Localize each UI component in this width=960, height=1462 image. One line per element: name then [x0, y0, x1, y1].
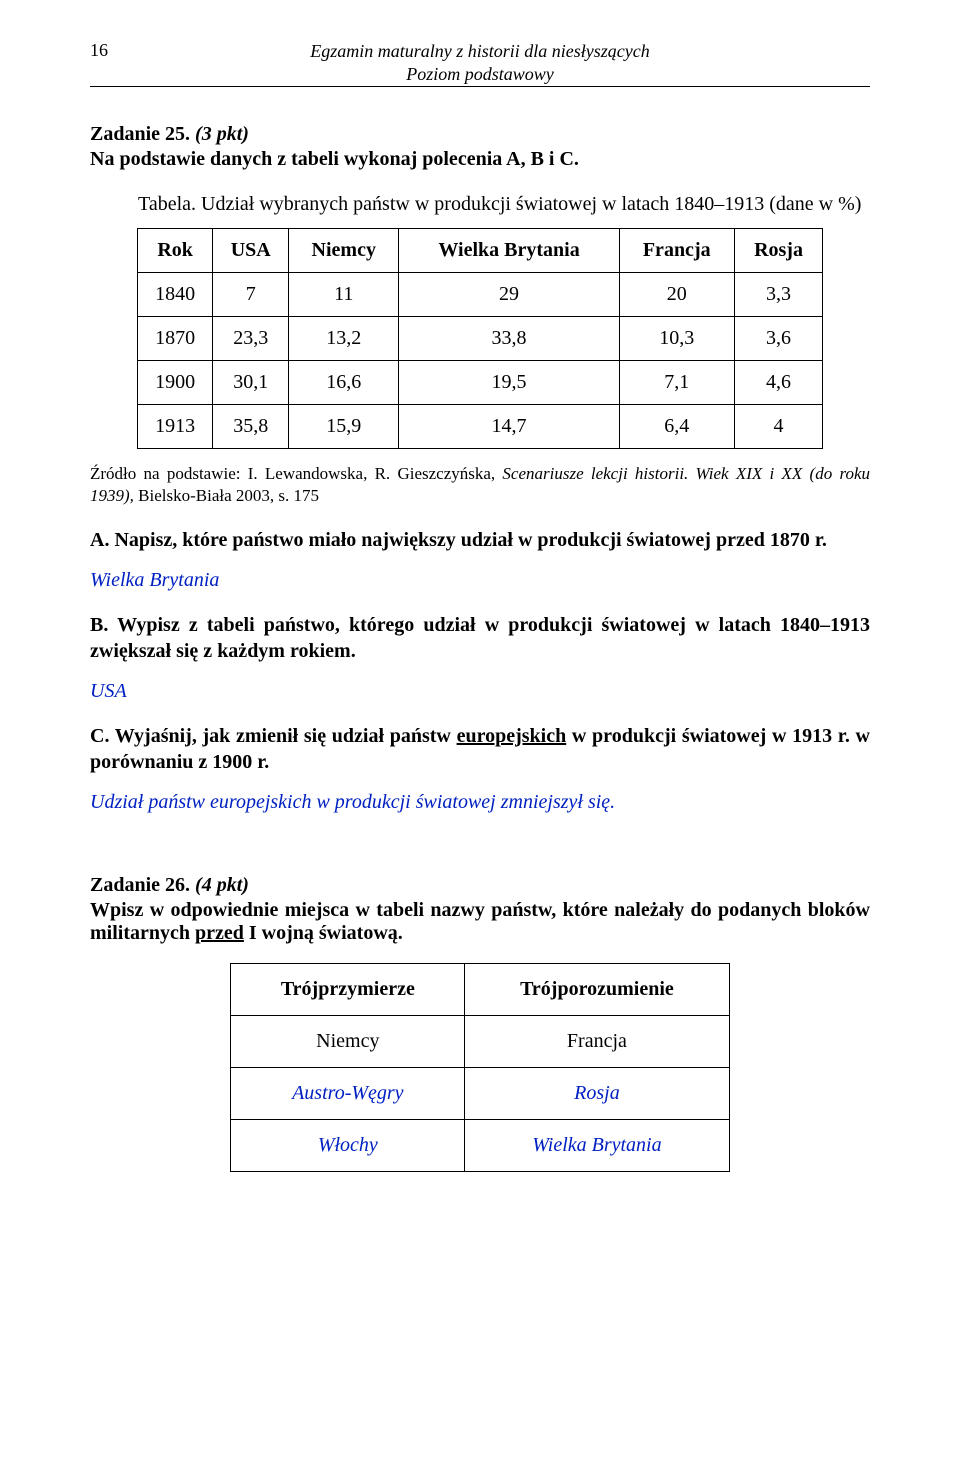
cell: 13,2 [289, 317, 399, 361]
col-header: Rosja [734, 229, 822, 273]
task25-question-c: C. Wyjaśnij, jak zmienił się udział pańs… [90, 723, 870, 775]
qc-before: C. Wyjaśnij, jak zmienił się udział pańs… [90, 725, 457, 747]
task25-points: (3 pkt) [195, 123, 249, 145]
cell: 20 [619, 273, 734, 317]
task25-source: Źródło na podstawie: I. Lewandowska, R. … [90, 463, 870, 507]
header-line1: Egzamin maturalny z historii dla niesłys… [310, 41, 649, 61]
pair-row: Austro-Węgry Rosja [231, 1068, 729, 1120]
task25-data-table: Rok USA Niemcy Wielka Brytania Francja R… [137, 228, 823, 449]
task26-title-prefix: Zadanie 26. [90, 874, 190, 896]
table-row: 1913 35,8 15,9 14,7 6,4 4 [137, 405, 822, 449]
cell: 19,5 [399, 361, 619, 405]
page-number: 16 [90, 40, 130, 61]
pair-cell: Rosja [465, 1068, 729, 1120]
cell: 1840 [137, 273, 213, 317]
table-row: 1870 23,3 13,2 33,8 10,3 3,6 [137, 317, 822, 361]
task26-instruction: Wpisz w odpowiednie miejsca w tabeli naz… [90, 899, 870, 945]
cell: 6,4 [619, 405, 734, 449]
source-text: Bielsko-Biała 2003, s. 175 [134, 486, 319, 505]
cell: 23,3 [213, 317, 289, 361]
cell: 10,3 [619, 317, 734, 361]
pair-cell: Niemcy [231, 1016, 465, 1068]
task26-title: Zadanie 26. (4 pkt) [90, 874, 870, 897]
cell: 4,6 [734, 361, 822, 405]
cell: 3,6 [734, 317, 822, 361]
col-header: Rok [137, 229, 213, 273]
col-header: USA [213, 229, 289, 273]
cell: 14,7 [399, 405, 619, 449]
instr-after: I wojną światową. [244, 922, 403, 944]
header-title: Egzamin maturalny z historii dla niesłys… [130, 40, 830, 85]
col-header: Wielka Brytania [399, 229, 619, 273]
table-header-row: Rok USA Niemcy Wielka Brytania Francja R… [137, 229, 822, 273]
cell: 33,8 [399, 317, 619, 361]
pair-header: Trójprzymierze [231, 964, 465, 1016]
table-row: 1900 30,1 16,6 19,5 7,1 4,6 [137, 361, 822, 405]
cell: 16,6 [289, 361, 399, 405]
pair-header-row: Trójprzymierze Trójporozumienie [231, 964, 729, 1016]
cell: 30,1 [213, 361, 289, 405]
cell: 1913 [137, 405, 213, 449]
task25-answer-b: USA [90, 680, 870, 703]
page-header: 16 Egzamin maturalny z historii dla nies… [90, 40, 870, 87]
cell: 4 [734, 405, 822, 449]
pair-cell: Francja [465, 1016, 729, 1068]
task25-question-b: B. Wypisz z tabeli państwo, którego udzi… [90, 612, 870, 664]
task25-answer-a: Wielka Brytania [90, 569, 870, 592]
cell: 1870 [137, 317, 213, 361]
col-header: Francja [619, 229, 734, 273]
instr-under: przed [195, 922, 244, 944]
cell: 1900 [137, 361, 213, 405]
pair-cell: Włochy [231, 1120, 465, 1172]
task25-question-a: A. Napisz, które państwo miało największ… [90, 527, 870, 553]
task26-points: (4 pkt) [195, 874, 249, 896]
col-header: Niemcy [289, 229, 399, 273]
task25-title: Zadanie 25. (3 pkt) [90, 123, 870, 146]
pair-row: Niemcy Francja [231, 1016, 729, 1068]
cell: 15,9 [289, 405, 399, 449]
page: 16 Egzamin maturalny z historii dla nies… [0, 0, 960, 1232]
cell: 7 [213, 273, 289, 317]
task25-title-prefix: Zadanie 25. [90, 123, 190, 145]
task25-instruction: Na podstawie danych z tabeli wykonaj pol… [90, 148, 870, 171]
cell: 35,8 [213, 405, 289, 449]
pair-row: Włochy Wielka Brytania [231, 1120, 729, 1172]
header-line2: Poziom podstawowy [406, 64, 554, 84]
cell: 29 [399, 273, 619, 317]
task25-answer-c: Udział państw europejskich w produkcji ś… [90, 791, 870, 814]
pair-cell: Wielka Brytania [465, 1120, 729, 1172]
source-text: Źródło na podstawie: I. Lewandowska, R. … [90, 464, 502, 483]
pair-header: Trójporozumienie [465, 964, 729, 1016]
cell: 11 [289, 273, 399, 317]
task26-pair-table: Trójprzymierze Trójporozumienie Niemcy F… [230, 963, 729, 1172]
table-row: 1840 7 11 29 20 3,3 [137, 273, 822, 317]
task25-table-caption: Tabela. Udział wybranych państw w produk… [90, 193, 870, 216]
pair-cell: Austro-Węgry [231, 1068, 465, 1120]
cell: 7,1 [619, 361, 734, 405]
qc-under: europejskich [457, 725, 567, 747]
cell: 3,3 [734, 273, 822, 317]
